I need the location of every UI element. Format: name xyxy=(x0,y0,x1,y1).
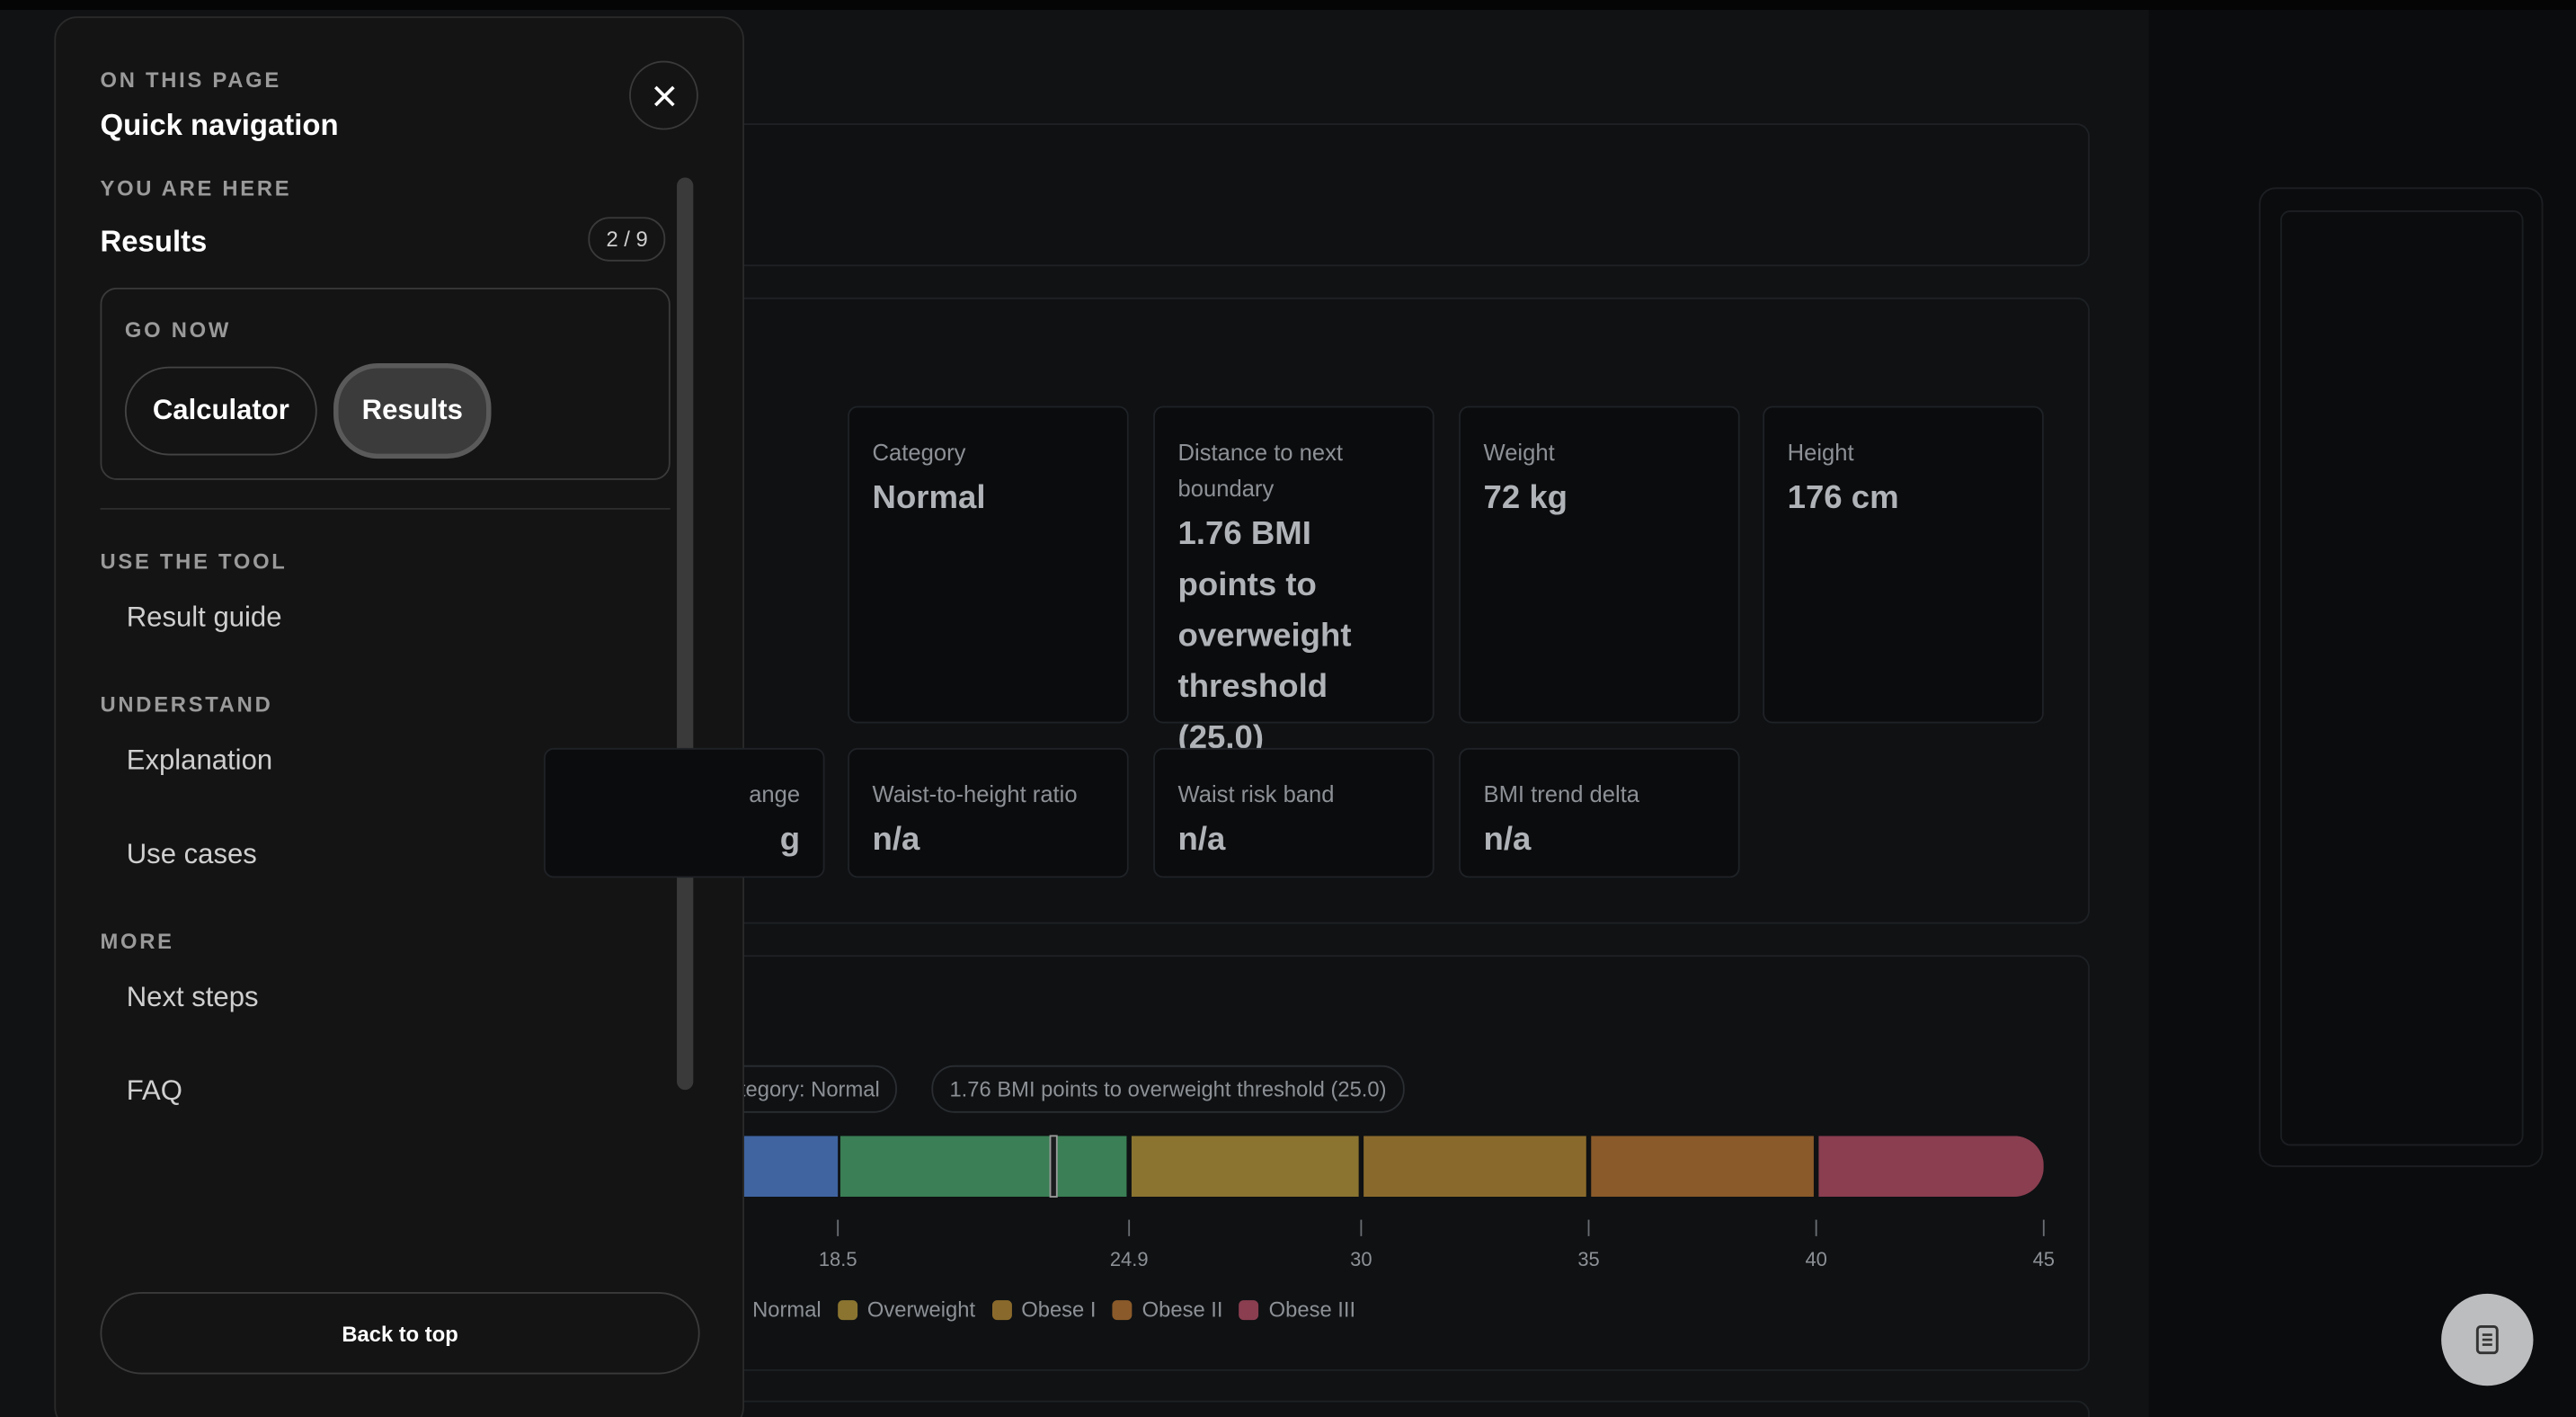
legend-swatch xyxy=(991,1300,1012,1321)
legend-label: Normal xyxy=(752,1297,822,1322)
metric-label: Category xyxy=(872,439,966,466)
metric-value: 176 cm xyxy=(1787,479,1899,517)
metric-label: Weight xyxy=(1483,439,1555,466)
side-panel xyxy=(2259,187,2544,1168)
nav-link[interactable]: Next steps xyxy=(126,981,259,1013)
legend-label: Obese I xyxy=(1021,1297,1097,1322)
metric-label: Distance to next boundary xyxy=(1177,439,1344,502)
nav-link[interactable]: FAQ xyxy=(126,1074,182,1107)
close-button[interactable] xyxy=(629,60,698,130)
scale-segment xyxy=(1591,1136,1814,1198)
metric-value: 1.76 BMI points to overweight threshold … xyxy=(1177,516,1352,757)
legend-item: Obese I xyxy=(991,1297,1096,1322)
scale-segment xyxy=(1364,1136,1586,1198)
metric-value: 72 kg xyxy=(1483,479,1568,517)
go-box: GO NOW Calculator Results xyxy=(100,287,671,480)
tick-label: 24.9 xyxy=(1110,1248,1149,1270)
here-label: YOU ARE HERE xyxy=(100,175,292,201)
nav-link[interactable]: Result guide xyxy=(126,602,282,633)
divider xyxy=(100,507,671,510)
legend-item: Obese III xyxy=(1239,1297,1355,1322)
legend-swatch xyxy=(1239,1300,1259,1321)
section-heading: MORE xyxy=(100,928,174,954)
metric-label: Waist risk band xyxy=(1177,780,1335,807)
side-inner xyxy=(2279,210,2524,1146)
legend-item: Overweight xyxy=(838,1297,975,1322)
metric-card: Category Normal xyxy=(848,405,1129,724)
legend-label: Obese III xyxy=(1268,1297,1356,1322)
position: 2 / 9 xyxy=(588,217,666,262)
scrollbar[interactable] xyxy=(677,177,694,1091)
legend-item: Obese II xyxy=(1112,1297,1223,1322)
metric-card: ange g xyxy=(544,747,825,878)
drawer-title: Quick navigation xyxy=(100,108,339,142)
chip: ategory: Normal xyxy=(689,1065,898,1113)
legend-label: Obese II xyxy=(1141,1297,1223,1322)
go-label: GO NOW xyxy=(124,316,232,343)
nav-link[interactable]: Use cases xyxy=(126,838,257,870)
chip: 1.76 BMI points to overweight threshold … xyxy=(931,1065,1405,1113)
eyebrow: ON THIS PAGE xyxy=(100,67,281,93)
tick-label: 30 xyxy=(1350,1248,1372,1270)
metric-value: n/a xyxy=(1483,822,1532,859)
here: Results xyxy=(100,225,208,259)
top-edge xyxy=(0,0,2576,10)
legend-label: Overweight xyxy=(866,1297,976,1322)
metric-card: Height 176 cm xyxy=(1763,405,2044,724)
metric-card: Weight 72 kg xyxy=(1459,405,1740,724)
metric-value: n/a xyxy=(872,822,920,859)
section-heading: USE THE TOOL xyxy=(100,548,288,575)
bmi-marker xyxy=(1049,1135,1058,1198)
scale-segment xyxy=(839,1136,1127,1198)
metric-value: n/a xyxy=(1177,822,1226,859)
metric-card: Distance to next boundary 1.76 BMI points… xyxy=(1153,405,1435,756)
tick-label: 45 xyxy=(2033,1248,2055,1270)
metric-value: g xyxy=(779,822,801,859)
legend: Normal Overweight Obese I Obese II Obese III xyxy=(723,1297,1355,1322)
scale-segment xyxy=(1818,1136,2044,1198)
metric-card: BMI trend delta n/a xyxy=(1459,747,1740,878)
nav-drawer: ON THIS PAGE Quick navigation YOU ARE HE… xyxy=(54,16,744,1417)
legend-swatch xyxy=(838,1300,857,1321)
go-button-active[interactable]: Results xyxy=(333,363,492,459)
close-icon xyxy=(653,85,675,107)
nav-link[interactable]: Explanation xyxy=(126,744,273,776)
tick-label: 35 xyxy=(1577,1248,1599,1270)
tick-label: 18.5 xyxy=(819,1248,857,1270)
metric-label: Waist-to-height ratio xyxy=(872,780,1078,807)
back-to-top[interactable]: Back to top xyxy=(100,1292,700,1375)
toc-icon xyxy=(2475,1324,2499,1355)
metric-label: Height xyxy=(1787,439,1854,466)
toc-button[interactable] xyxy=(2441,1293,2534,1386)
go-button[interactable]: Calculator xyxy=(124,366,317,456)
scale-segment xyxy=(1131,1136,1359,1198)
metric-label: ange xyxy=(749,780,801,807)
metric-card: Waist risk band n/a xyxy=(1153,747,1435,878)
metric-label: BMI trend delta xyxy=(1483,780,1640,807)
metric-card: Waist-to-height ratio n/a xyxy=(848,747,1129,878)
section-heading: UNDERSTAND xyxy=(100,691,273,717)
metric-value: Normal xyxy=(872,479,986,517)
tick-label: 40 xyxy=(1805,1248,1826,1270)
legend-swatch xyxy=(1112,1300,1133,1321)
